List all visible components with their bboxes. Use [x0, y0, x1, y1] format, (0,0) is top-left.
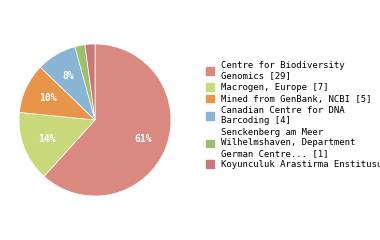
Wedge shape	[19, 67, 95, 120]
Text: 8%: 8%	[63, 71, 74, 81]
Text: 10%: 10%	[39, 93, 57, 103]
Text: 14%: 14%	[38, 134, 55, 144]
Legend: Centre for Biodiversity
Genomics [29], Macrogen, Europe [7], Mined from GenBank,: Centre for Biodiversity Genomics [29], M…	[204, 59, 380, 171]
Wedge shape	[44, 44, 171, 196]
Wedge shape	[19, 112, 95, 176]
Wedge shape	[40, 47, 95, 120]
Wedge shape	[75, 45, 95, 120]
Wedge shape	[85, 44, 95, 120]
Text: 61%: 61%	[135, 134, 152, 144]
